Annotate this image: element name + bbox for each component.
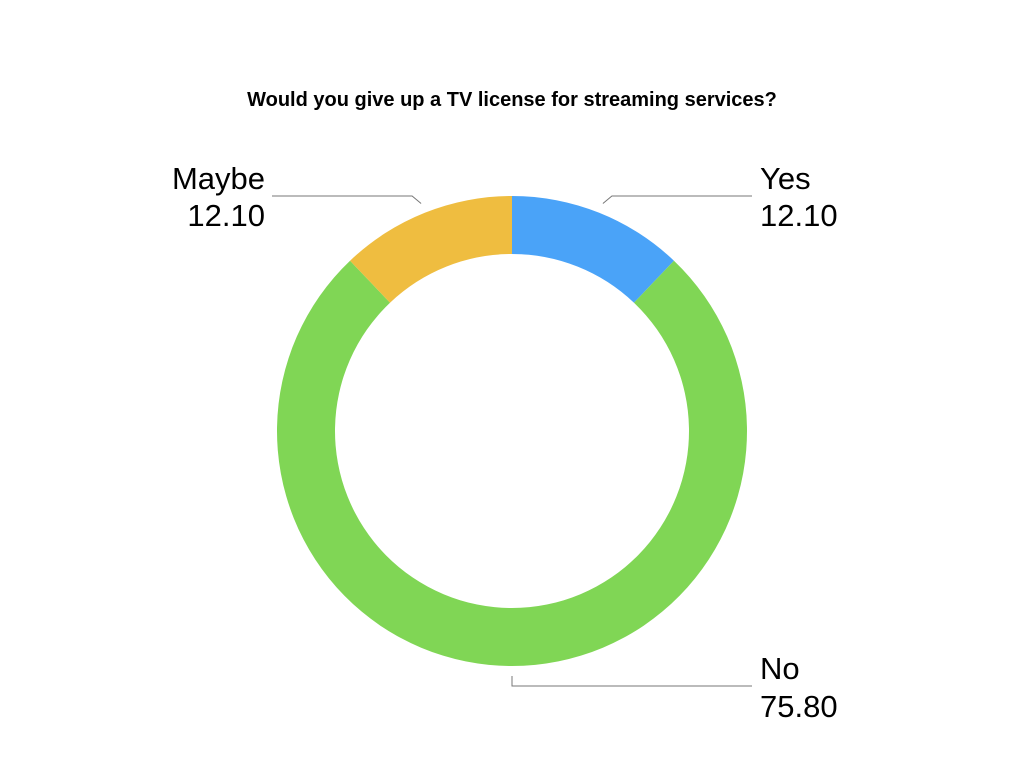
chart-title: Would you give up a TV license for strea…	[247, 89, 777, 111]
slice-label: Maybe	[172, 161, 265, 196]
leader-line	[272, 195, 422, 204]
slice-label: No	[760, 651, 800, 686]
slice-value: 12.10	[760, 198, 838, 233]
slice-value: 12.10	[187, 198, 265, 233]
donut-slice	[277, 260, 748, 667]
donut-slice	[350, 196, 512, 303]
slice-label: Yes	[760, 161, 811, 196]
donut-slice	[512, 196, 674, 303]
leader-line	[602, 195, 752, 204]
slice-value: 75.80	[760, 689, 838, 724]
leader-line	[511, 676, 752, 687]
